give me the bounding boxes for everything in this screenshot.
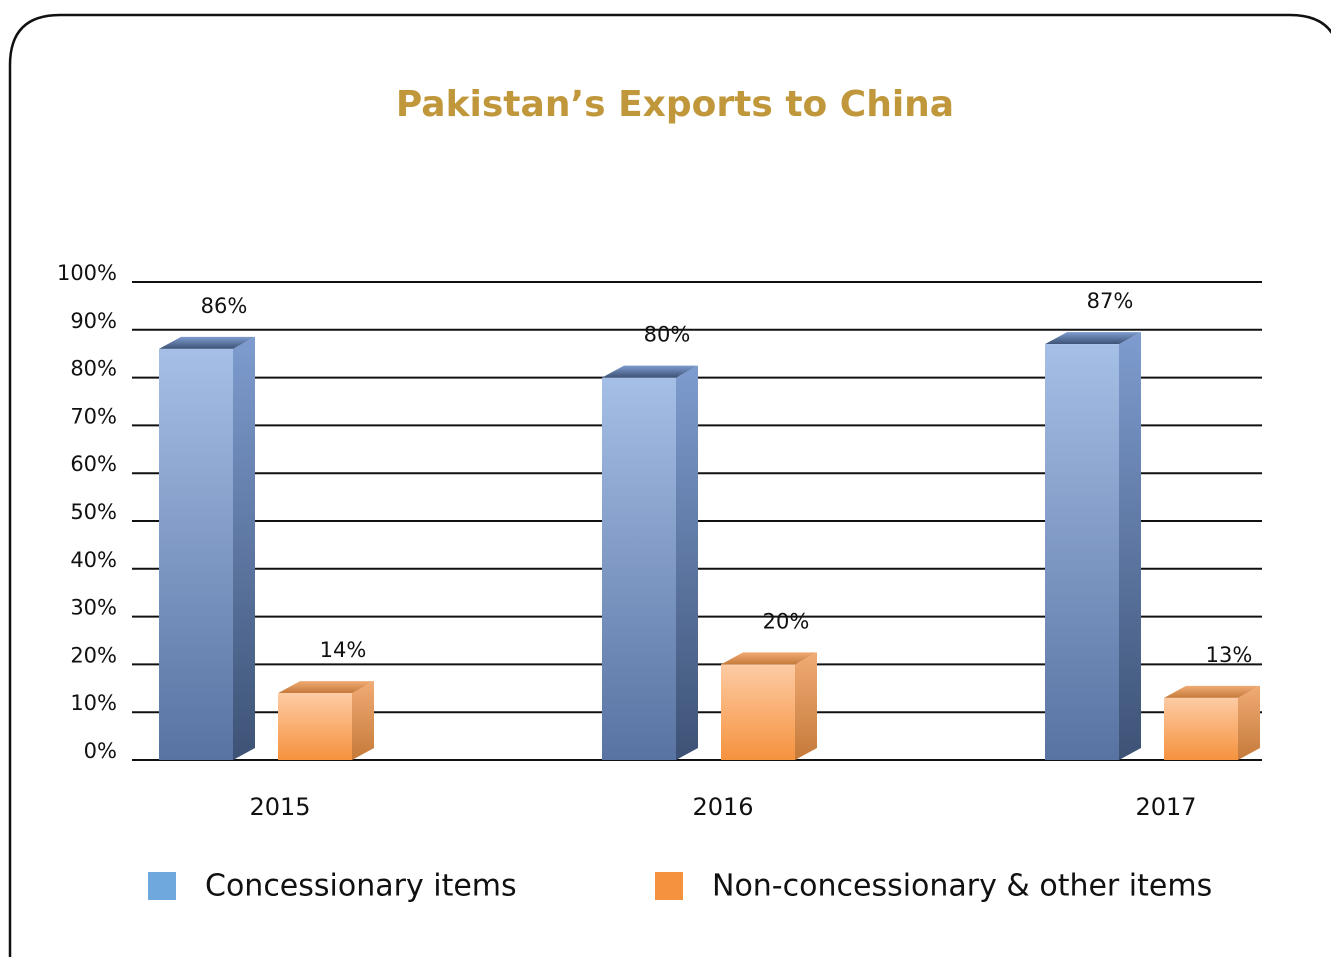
bar bbox=[159, 336, 255, 760]
data-label: 80% bbox=[644, 323, 691, 347]
y-tick-label: 90% bbox=[70, 309, 117, 333]
bar-face bbox=[278, 681, 374, 694]
data-label: 20% bbox=[763, 609, 810, 633]
bar-face bbox=[1164, 697, 1238, 760]
bar bbox=[1164, 685, 1260, 760]
bar-face bbox=[1238, 685, 1260, 760]
y-tick-label: 20% bbox=[70, 643, 117, 667]
y-tick-label: 0% bbox=[84, 739, 117, 763]
bar-face bbox=[795, 652, 817, 760]
data-label: 14% bbox=[320, 638, 367, 662]
bar bbox=[1045, 332, 1141, 760]
bar-face bbox=[602, 365, 698, 378]
bar bbox=[602, 365, 698, 760]
bar-face bbox=[352, 681, 374, 760]
y-tick-label: 10% bbox=[70, 691, 117, 715]
bar-face bbox=[602, 377, 676, 760]
y-tick-label: 50% bbox=[70, 500, 117, 524]
y-tick-label: 70% bbox=[70, 404, 117, 428]
y-tick-label: 30% bbox=[70, 596, 117, 620]
legend-swatch bbox=[655, 872, 683, 900]
legend-swatch bbox=[148, 872, 176, 900]
chart-title: Pakistan’s Exports to China bbox=[396, 84, 954, 125]
x-tick-label: 2017 bbox=[1135, 793, 1196, 821]
bar-face bbox=[159, 336, 255, 349]
data-label: 86% bbox=[201, 294, 248, 318]
bar-face bbox=[721, 652, 817, 665]
y-tick-label: 80% bbox=[70, 357, 117, 381]
frame bbox=[8, 13, 1331, 957]
bar-face bbox=[676, 365, 698, 760]
y-tick-label: 100% bbox=[57, 261, 117, 285]
legend-label: Non-concessionary & other items bbox=[712, 869, 1212, 904]
legend-label: Concessionary items bbox=[205, 869, 517, 904]
bar-face bbox=[278, 693, 352, 760]
data-label: 87% bbox=[1087, 289, 1134, 313]
bar-face bbox=[1119, 332, 1141, 760]
bar-face bbox=[1164, 685, 1260, 698]
bar-face bbox=[1045, 332, 1141, 345]
bar-face bbox=[233, 336, 255, 760]
bar-face bbox=[159, 348, 233, 760]
x-tick-label: 2015 bbox=[249, 793, 310, 821]
bar bbox=[721, 652, 817, 760]
y-tick-label: 60% bbox=[70, 452, 117, 476]
y-tick-label: 40% bbox=[70, 548, 117, 572]
bar-face bbox=[721, 664, 795, 760]
x-tick-label: 2016 bbox=[692, 793, 753, 821]
bar bbox=[278, 681, 374, 760]
data-label: 13% bbox=[1206, 643, 1253, 667]
bar-face bbox=[1045, 344, 1119, 760]
